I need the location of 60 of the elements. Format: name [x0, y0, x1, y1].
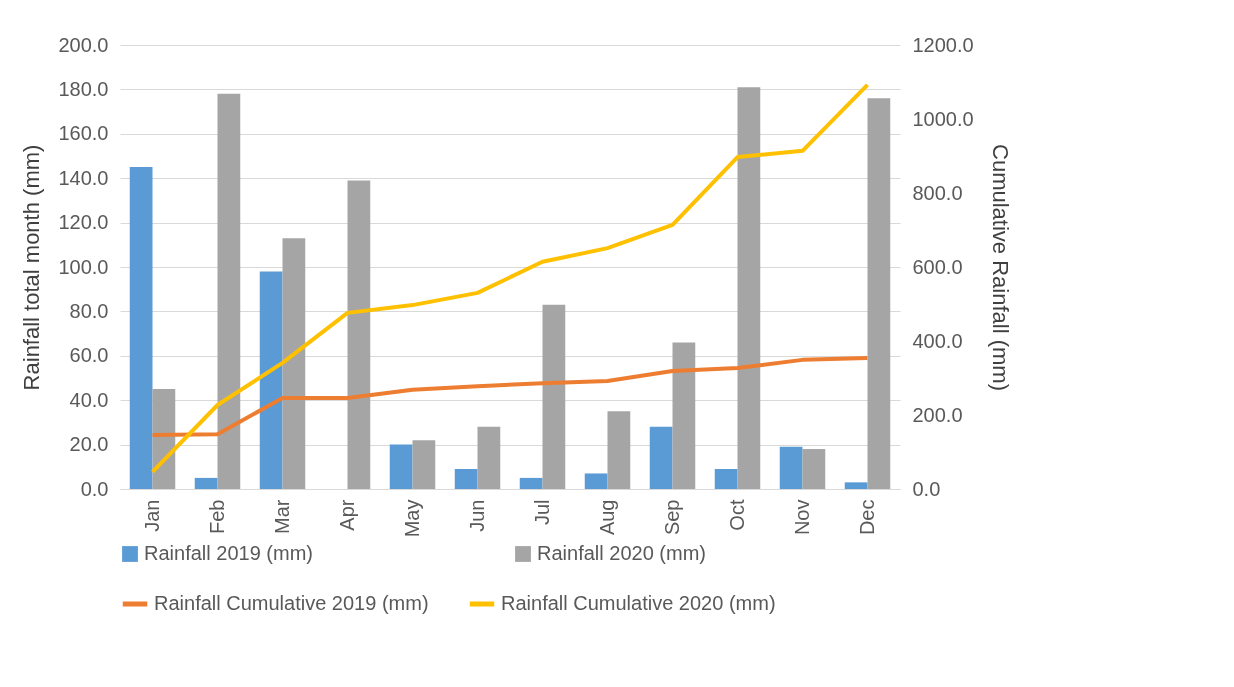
y-tick-label: 60.0 [69, 344, 109, 367]
bar [607, 411, 631, 489]
x-tick-label: Dec [855, 499, 878, 536]
x-tick-label: Jul [530, 499, 553, 526]
bar [844, 482, 868, 489]
y2-tick-label: 0.0 [912, 477, 941, 500]
y-axis-title: Rainfall total month (mm) [19, 144, 45, 391]
x-tick-label: Sep [660, 499, 683, 536]
bar [389, 444, 413, 489]
y-tick-label: 160.0 [58, 122, 109, 145]
y2-axis-title: Cumulative Rainfall (mm) [987, 144, 1013, 391]
bar [867, 98, 891, 489]
legend-label: Rainfall Cumulative 2020 (mm) [501, 592, 776, 614]
bar [737, 87, 761, 489]
bar [282, 238, 306, 489]
bar [217, 93, 241, 489]
x-tick-label: Oct [725, 499, 748, 531]
y2-tick-label: 800.0 [912, 181, 963, 204]
bar [259, 271, 283, 489]
legend-label: Rainfall Cumulative 2019 (mm) [154, 592, 429, 614]
bar [519, 477, 543, 489]
bar [802, 449, 826, 489]
bar [129, 167, 153, 489]
y2-tick-label: 600.0 [912, 255, 963, 278]
x-tick-label: Mar [270, 499, 293, 534]
legend-label: Rainfall 2020 (mm) [537, 542, 706, 564]
bar [194, 477, 218, 489]
x-tick-label: May [400, 499, 423, 538]
y-tick-label: 180.0 [58, 77, 109, 100]
y-tick-label: 40.0 [69, 388, 109, 411]
y2-tick-label: 1000.0 [912, 107, 974, 130]
y-tick-label: 20.0 [69, 433, 109, 456]
y-tick-label: 0.0 [80, 477, 109, 500]
x-tick-label: Aug [595, 499, 618, 536]
x-tick-label: Jan [140, 499, 163, 532]
bar [477, 426, 501, 489]
y-tick-label: 120.0 [58, 211, 109, 234]
bar [649, 426, 673, 489]
y2-tick-label: 200.0 [912, 403, 963, 426]
y2-tick-label: 1200.0 [912, 33, 974, 56]
bar [779, 446, 803, 489]
y-tick-label: 80.0 [69, 299, 109, 322]
x-tick-label: Nov [790, 499, 813, 536]
x-tick-label: Apr [335, 499, 358, 531]
legend-label: Rainfall 2019 (mm) [144, 542, 313, 564]
y-tick-label: 100.0 [58, 255, 109, 278]
y2-tick-label: 400.0 [912, 329, 963, 352]
bar [347, 180, 371, 489]
x-tick-label: Jun [465, 499, 488, 532]
bar [584, 473, 608, 489]
bar [714, 469, 738, 489]
y-tick-label: 140.0 [58, 166, 109, 189]
x-tick-label: Feb [205, 499, 228, 534]
bar [454, 469, 478, 489]
line-series [150, 356, 870, 437]
bar [542, 304, 566, 489]
bar [412, 440, 436, 489]
bar [672, 342, 696, 489]
line-series [150, 82, 870, 474]
y-tick-label: 200.0 [58, 33, 109, 56]
